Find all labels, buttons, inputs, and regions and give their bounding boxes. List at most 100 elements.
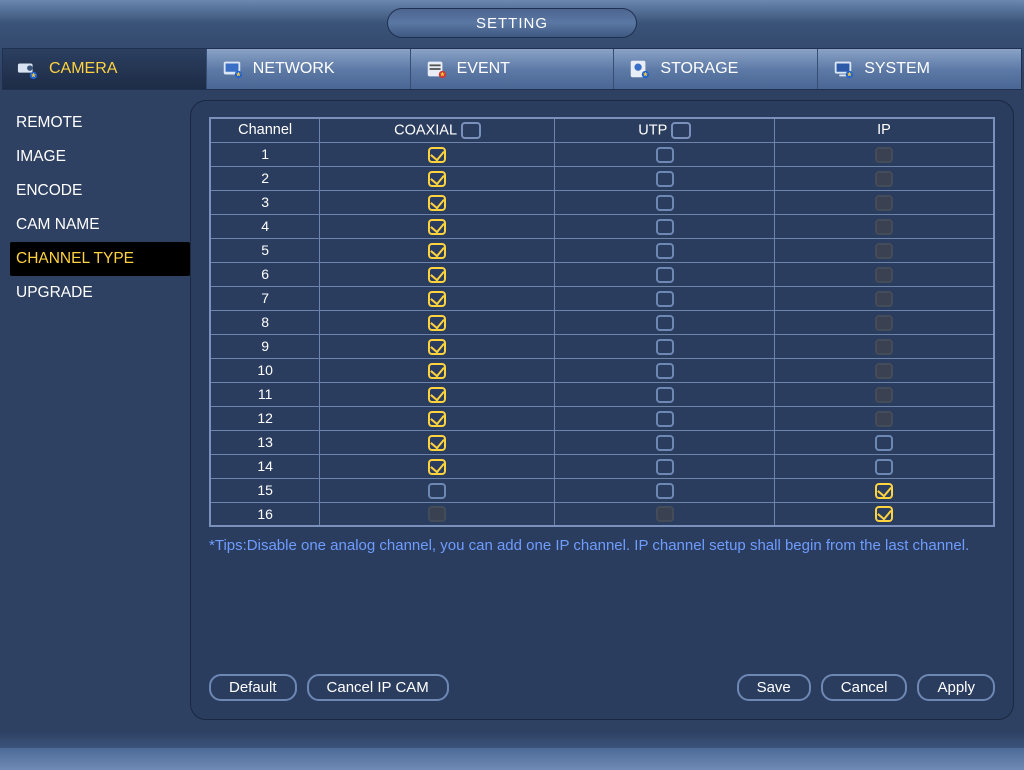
checkbox[interactable] bbox=[428, 315, 446, 331]
checkbox[interactable] bbox=[428, 411, 446, 427]
cell-b bbox=[555, 286, 775, 310]
cell-b bbox=[555, 142, 775, 166]
sidebar-item-upgrade[interactable]: UPGRADE bbox=[10, 276, 190, 310]
page-title: SETTING bbox=[387, 8, 637, 38]
checkbox[interactable] bbox=[656, 411, 674, 427]
sidebar-item-channel-type[interactable]: CHANNEL TYPE bbox=[10, 242, 190, 276]
table-row: 15 bbox=[210, 478, 994, 502]
save-button[interactable]: Save bbox=[737, 674, 811, 701]
checkbox bbox=[875, 291, 893, 307]
cell-a bbox=[320, 190, 555, 214]
cell-b bbox=[555, 502, 775, 526]
checkbox[interactable] bbox=[656, 315, 674, 331]
storage-icon bbox=[628, 58, 650, 80]
checkbox[interactable] bbox=[428, 339, 446, 355]
default-button[interactable]: Default bbox=[209, 674, 297, 701]
cell-b bbox=[555, 430, 775, 454]
table-row: 5 bbox=[210, 238, 994, 262]
checkbox[interactable] bbox=[656, 387, 674, 403]
checkbox[interactable] bbox=[875, 483, 893, 499]
cell-c bbox=[774, 214, 994, 238]
sidebar-item-cam-name[interactable]: CAM NAME bbox=[10, 208, 190, 242]
table-row: 13 bbox=[210, 430, 994, 454]
header-checkbox-coaxial[interactable] bbox=[461, 122, 481, 139]
cell-c bbox=[774, 142, 994, 166]
cell-b bbox=[555, 382, 775, 406]
tab-system[interactable]: SYSTEM bbox=[818, 49, 1021, 89]
checkbox[interactable] bbox=[656, 195, 674, 211]
top-tabs: CAMERA NETWORK EVENT STORAGE SYSTEM bbox=[2, 48, 1022, 90]
cell-a bbox=[320, 430, 555, 454]
checkbox bbox=[875, 195, 893, 211]
cancel-ipcam-button[interactable]: Cancel IP CAM bbox=[307, 674, 449, 701]
tab-storage[interactable]: STORAGE bbox=[614, 49, 818, 89]
cell-c bbox=[774, 406, 994, 430]
checkbox[interactable] bbox=[656, 219, 674, 235]
checkbox[interactable] bbox=[428, 459, 446, 475]
checkbox[interactable] bbox=[656, 459, 674, 475]
checkbox[interactable] bbox=[428, 243, 446, 259]
checkbox[interactable] bbox=[656, 291, 674, 307]
sidebar-item-remote[interactable]: REMOTE bbox=[10, 106, 190, 140]
col-utp: UTP bbox=[555, 118, 775, 142]
checkbox[interactable] bbox=[428, 147, 446, 163]
table-row: 7 bbox=[210, 286, 994, 310]
checkbox[interactable] bbox=[428, 483, 446, 499]
tab-camera[interactable]: CAMERA bbox=[3, 49, 207, 89]
checkbox[interactable] bbox=[656, 483, 674, 499]
cell-channel: 15 bbox=[210, 478, 320, 502]
table-row: 8 bbox=[210, 310, 994, 334]
checkbox bbox=[875, 363, 893, 379]
cell-a bbox=[320, 166, 555, 190]
checkbox[interactable] bbox=[656, 267, 674, 283]
checkbox[interactable] bbox=[656, 435, 674, 451]
tab-label: EVENT bbox=[457, 60, 510, 78]
cell-b bbox=[555, 190, 775, 214]
cell-b bbox=[555, 310, 775, 334]
cell-a bbox=[320, 238, 555, 262]
checkbox bbox=[875, 171, 893, 187]
apply-button[interactable]: Apply bbox=[917, 674, 995, 701]
cell-channel: 3 bbox=[210, 190, 320, 214]
checkbox[interactable] bbox=[656, 363, 674, 379]
cell-channel: 6 bbox=[210, 262, 320, 286]
checkbox bbox=[875, 315, 893, 331]
checkbox[interactable] bbox=[428, 435, 446, 451]
tab-event[interactable]: EVENT bbox=[411, 49, 615, 89]
checkbox[interactable] bbox=[428, 363, 446, 379]
checkbox[interactable] bbox=[656, 171, 674, 187]
checkbox[interactable] bbox=[875, 506, 893, 522]
col-coaxial: COAXIAL bbox=[320, 118, 555, 142]
tab-network[interactable]: NETWORK bbox=[207, 49, 411, 89]
checkbox bbox=[875, 339, 893, 355]
checkbox[interactable] bbox=[428, 195, 446, 211]
checkbox[interactable] bbox=[875, 435, 893, 451]
sidebar-item-encode[interactable]: ENCODE bbox=[10, 174, 190, 208]
checkbox[interactable] bbox=[875, 459, 893, 475]
header-checkbox-utp[interactable] bbox=[671, 122, 691, 139]
checkbox[interactable] bbox=[428, 219, 446, 235]
cell-b bbox=[555, 406, 775, 430]
cell-a bbox=[320, 382, 555, 406]
bottom-bar bbox=[0, 748, 1024, 770]
cell-channel: 4 bbox=[210, 214, 320, 238]
tips-text: *Tips:Disable one analog channel, you ca… bbox=[209, 535, 995, 558]
cell-b bbox=[555, 478, 775, 502]
cell-b bbox=[555, 262, 775, 286]
cancel-button[interactable]: Cancel bbox=[821, 674, 908, 701]
checkbox[interactable] bbox=[428, 387, 446, 403]
event-icon bbox=[425, 58, 447, 80]
cell-a bbox=[320, 478, 555, 502]
checkbox[interactable] bbox=[428, 291, 446, 307]
sidebar-item-image[interactable]: IMAGE bbox=[10, 140, 190, 174]
checkbox[interactable] bbox=[656, 339, 674, 355]
checkbox[interactable] bbox=[656, 147, 674, 163]
table-row: 16 bbox=[210, 502, 994, 526]
cell-c bbox=[774, 166, 994, 190]
checkbox[interactable] bbox=[656, 243, 674, 259]
button-row: Default Cancel IP CAM Save Cancel Apply bbox=[209, 674, 995, 701]
checkbox bbox=[428, 506, 446, 522]
table-row: 11 bbox=[210, 382, 994, 406]
checkbox[interactable] bbox=[428, 267, 446, 283]
checkbox[interactable] bbox=[428, 171, 446, 187]
